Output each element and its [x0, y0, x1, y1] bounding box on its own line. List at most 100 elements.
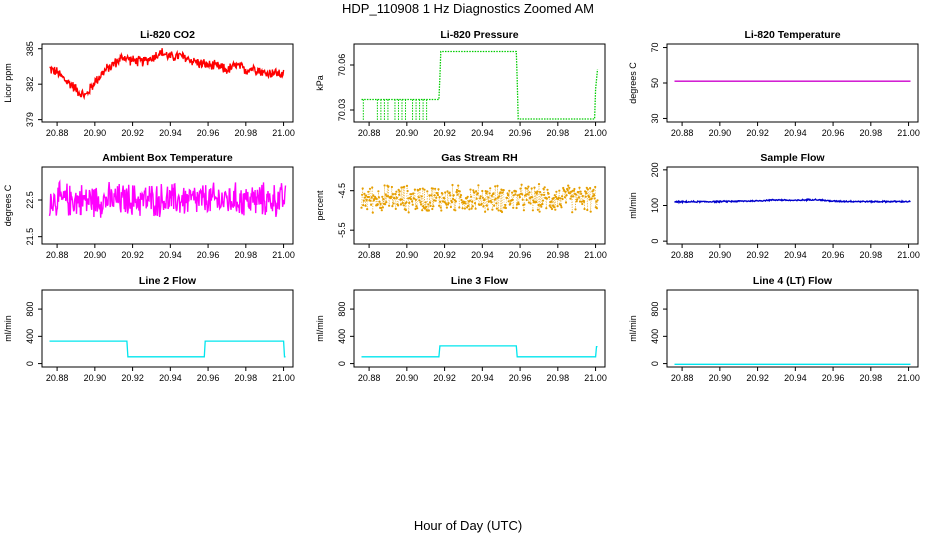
data-point [547, 192, 550, 195]
data-point [536, 190, 539, 193]
data-point [496, 184, 499, 187]
x-tick-label: 20.94 [784, 373, 807, 383]
data-point [461, 207, 464, 210]
y-axis-label: degrees C [628, 62, 638, 104]
y-tick-label: 800 [337, 302, 347, 317]
data-point [500, 188, 503, 191]
data-point [412, 192, 415, 195]
data-point [391, 193, 395, 196]
panel-title: Gas Stream RH [441, 152, 517, 164]
x-tick-label: 20.88 [671, 373, 694, 383]
data-point [536, 208, 540, 211]
x-tick-label: 20.88 [671, 128, 694, 138]
data-point [560, 206, 563, 209]
y-tick-label: 21.5 [25, 228, 35, 246]
data-point [527, 201, 531, 204]
x-tick-label: 20.90 [709, 373, 732, 383]
panel-title: Line 2 Flow [139, 275, 197, 287]
x-tick-label: 20.88 [358, 373, 381, 383]
data-point [567, 184, 570, 187]
panel-title: Sample Flow [760, 152, 825, 164]
data-point [565, 194, 568, 197]
data-point [449, 205, 452, 209]
data-point [530, 187, 533, 190]
data-point [542, 187, 545, 190]
x-tick-label: 20.92 [746, 250, 769, 260]
x-tick-label: 20.88 [46, 373, 69, 383]
y-tick-label: -4.5 [337, 183, 347, 199]
x-tick-label: 21.00 [584, 128, 607, 138]
data-point [364, 204, 367, 207]
x-tick-label: 20.96 [197, 373, 220, 383]
data-point [583, 207, 586, 211]
data-point [378, 200, 381, 203]
plot-frame [666, 289, 919, 368]
series-points-RH [360, 183, 599, 214]
data-point [484, 210, 487, 213]
data-point [394, 192, 397, 196]
panel-title: Li-820 Temperature [744, 29, 840, 41]
x-tick-label: 20.92 [121, 250, 144, 260]
data-point [466, 195, 469, 198]
data-point [575, 200, 578, 203]
data-point [492, 192, 495, 195]
data-point [363, 192, 366, 195]
x-tick-label: 20.94 [471, 373, 494, 383]
panel-title: Ambient Box Temperature [102, 152, 233, 164]
data-point [557, 196, 560, 199]
data-point [466, 206, 469, 209]
data-point [370, 196, 373, 199]
data-point [419, 201, 422, 204]
x-tick-label: 20.90 [84, 250, 107, 260]
data-point [595, 207, 599, 210]
x-tick-label: 20.96 [822, 128, 845, 138]
data-point [570, 195, 573, 198]
data-point [485, 204, 488, 207]
data-point [520, 183, 523, 186]
panel-title: Line 4 (LT) Flow [753, 275, 833, 287]
data-point [490, 201, 493, 204]
data-point [566, 189, 569, 192]
series-line-Pressure [361, 50, 599, 120]
data-point [381, 206, 384, 209]
x-tick-label: 20.96 [197, 128, 220, 138]
y-tick-label: 400 [25, 329, 35, 344]
x-tick-label: 20.88 [46, 250, 69, 260]
panel-temp: Li-820 Temperature degrees C 20.88 20.90 20.… [628, 29, 920, 138]
data-point [363, 196, 366, 199]
x-tick-label: 20.92 [746, 128, 769, 138]
data-point [525, 198, 528, 202]
y-axis-label: ml/min [628, 192, 638, 219]
data-point [364, 194, 368, 197]
data-point [578, 186, 581, 189]
data-point [531, 196, 534, 199]
data-point [474, 207, 477, 210]
y-tick-label: 0 [25, 361, 35, 366]
x-tick-label: 20.92 [433, 128, 456, 138]
data-point [529, 202, 532, 205]
data-point [471, 205, 474, 208]
panel-title: Line 3 Flow [451, 275, 509, 287]
data-point [470, 207, 473, 210]
data-point [400, 186, 403, 189]
data-point [508, 189, 511, 192]
data-point [482, 205, 485, 208]
data-point [568, 186, 571, 189]
x-tick-label: 21.00 [897, 250, 920, 260]
x-tick-label: 20.98 [235, 373, 258, 383]
data-point [384, 193, 387, 196]
data-point [438, 204, 441, 207]
data-point [521, 198, 524, 201]
data-point [498, 195, 501, 198]
x-tick-label: 20.96 [822, 250, 845, 260]
data-point [525, 193, 528, 196]
y-tick-label: 0 [650, 361, 660, 366]
x-tick-label: 20.98 [235, 128, 258, 138]
x-tick-label: 20.92 [121, 373, 144, 383]
x-tick-label: 21.00 [897, 128, 920, 138]
data-point [486, 208, 489, 211]
data-point [541, 203, 544, 206]
data-point [484, 190, 487, 193]
x-tick-label: 21.00 [272, 250, 295, 260]
data-point [570, 190, 573, 193]
